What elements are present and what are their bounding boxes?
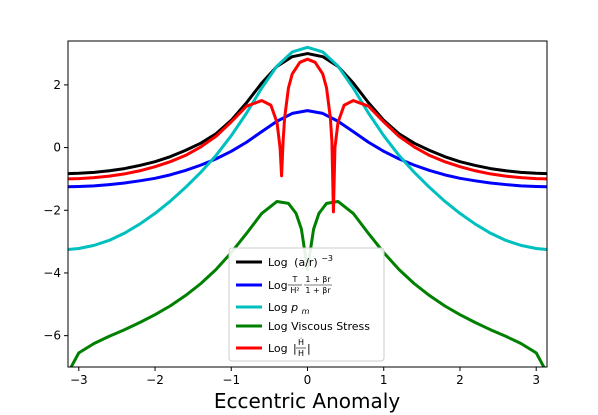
x-tick-label: −2 [146, 373, 164, 387]
x-tick-label: −3 [70, 373, 88, 387]
legend-label-pm: Log p m [268, 301, 310, 316]
legend-label-t-over-h2: Log T H² 1 + βr 1 + βr [268, 275, 332, 295]
legend-box [228, 247, 385, 362]
x-axis-title: Eccentric Anomaly [214, 389, 400, 413]
svg-text:Ḣ: Ḣ [298, 337, 304, 347]
y-tick-label: −2 [43, 203, 61, 217]
svg-text:H: H [298, 349, 304, 358]
series-line-1 [68, 109, 547, 189]
series-line-0 [68, 52, 547, 176]
x-tick-label: 0 [304, 373, 312, 387]
y-tick-label: −6 [43, 329, 61, 343]
svg-text:|: | [307, 342, 311, 355]
x-tick-label: 1 [380, 373, 388, 387]
x-axis-ticks: −3 −2 −1 0 1 2 3 [70, 367, 540, 387]
svg-text:|: | [293, 342, 297, 355]
y-tick-label: 2 [53, 78, 61, 92]
legend-label-a-over-r: Log (a/r) −3 [268, 254, 333, 269]
legend: Log (a/r) −3 Log T H² 1 + βr 1 + βr Log … [228, 247, 385, 362]
legend-label-hdot-over-h: Log | Ḣ H | [268, 337, 311, 358]
y-axis-ticks: 2 0 −2 −4 −6 [43, 78, 68, 343]
svg-text:H²: H² [290, 286, 299, 295]
y-tick-label: 0 [53, 141, 61, 155]
svg-text:T: T [292, 275, 298, 284]
series-line-4 [68, 57, 547, 214]
svg-text:1 + βr: 1 + βr [305, 286, 331, 295]
svg-text:Log: Log [268, 342, 288, 355]
x-tick-label: 3 [532, 373, 540, 387]
x-tick-label: 2 [456, 373, 464, 387]
svg-text:Log: Log [268, 279, 288, 292]
legend-label-viscous-stress: Log Viscous Stress [268, 320, 370, 333]
series-line-2 [68, 45, 547, 251]
svg-text:1 + βr: 1 + βr [305, 275, 331, 284]
x-tick-label: −1 [222, 373, 240, 387]
y-tick-label: −4 [43, 266, 61, 280]
